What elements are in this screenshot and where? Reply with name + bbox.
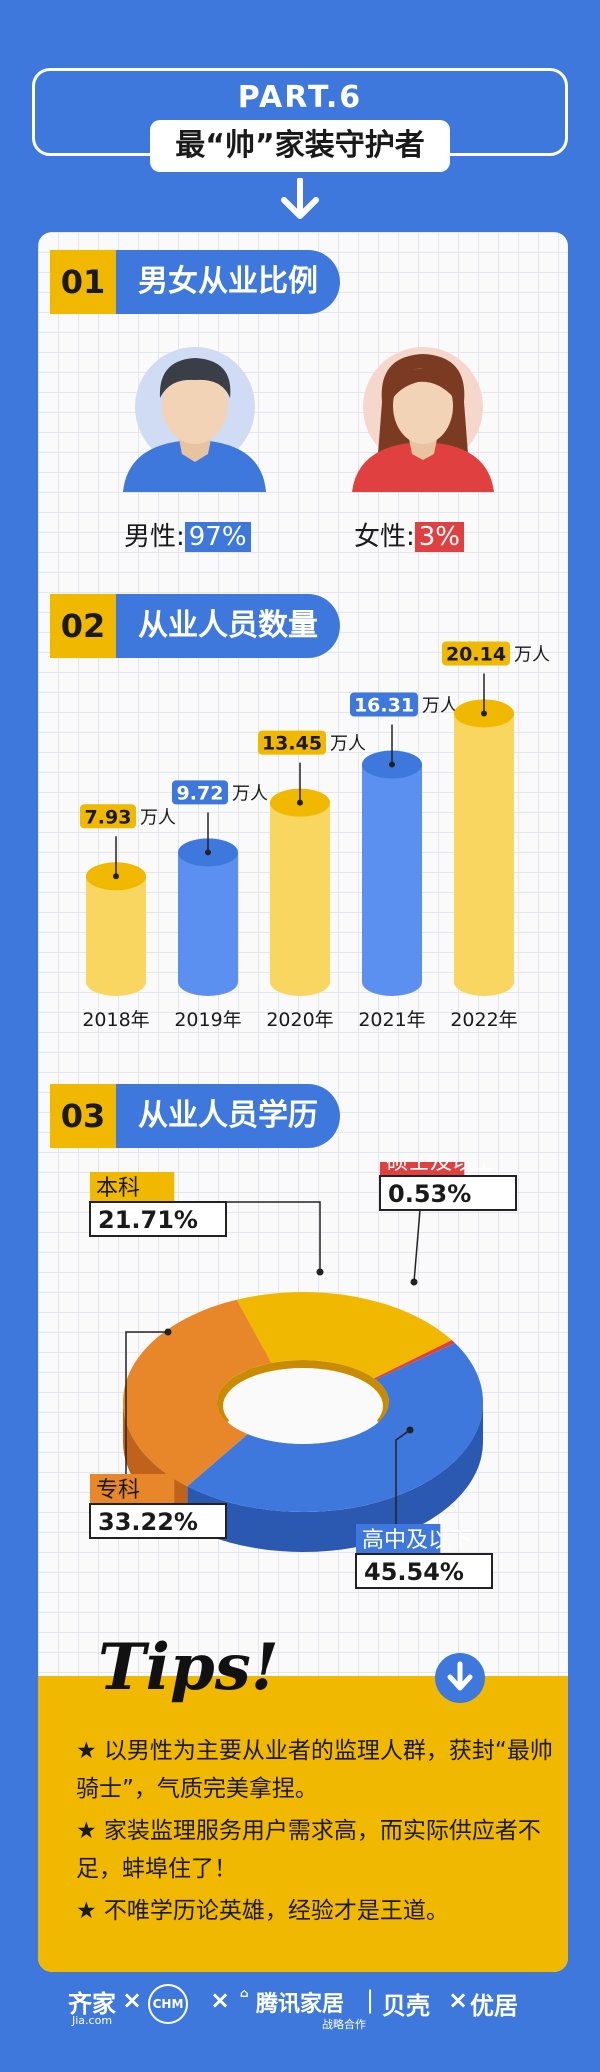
- value-label: 16.31: [354, 695, 414, 717]
- tip-item: ★ 家装监理服务用户需求高，而实际供应者不足，蚌埠住了！: [76, 1818, 541, 1882]
- brand-chm-logo: CHM: [148, 1984, 188, 2024]
- callout-line: [226, 1201, 321, 1272]
- section-title: 从业人员学历: [116, 1084, 340, 1148]
- slice-label: 本科: [96, 1176, 140, 1201]
- bar: [270, 802, 330, 996]
- donut-slice: [236, 1292, 452, 1379]
- male-label: 男性:: [124, 522, 185, 552]
- divider: |: [366, 1986, 375, 2014]
- separator: ×: [448, 1986, 469, 2014]
- donut-slice: [374, 1340, 456, 1380]
- callout-line: [125, 1331, 168, 1474]
- strategic-label: 战略合作: [322, 2018, 366, 2031]
- male-avatar-icon: [123, 347, 266, 492]
- value-label: 20.14: [446, 643, 506, 665]
- brand-qijia-sub: Jia.com: [72, 2014, 113, 2027]
- bar: [178, 852, 238, 996]
- callout-line: [413, 1209, 421, 1283]
- separator: ×: [122, 1986, 143, 2014]
- donut-slice: [187, 1343, 483, 1512]
- label-name-bg: [380, 1162, 465, 1176]
- slice-value: 0.53%: [388, 1180, 471, 1208]
- female-avatar-icon: [352, 347, 494, 492]
- leader-dot: [389, 761, 395, 768]
- label-value-box: [89, 1503, 227, 1539]
- label-name-bg: [90, 1172, 175, 1202]
- label-name-bg: [356, 1524, 441, 1554]
- donut-hole: [223, 1368, 383, 1444]
- section-title: 男女从业比例: [116, 250, 340, 314]
- tip-item: ★ 以男性为主要从业者的监理人群，获封“最帅骑士”，气质完美拿捏。: [76, 1738, 553, 1802]
- year-label: 2018年: [82, 1009, 149, 1031]
- male-percent: 97%: [184, 522, 251, 552]
- page-title: 最“帅”家装守护者: [150, 120, 450, 172]
- bar: [454, 713, 514, 996]
- arrow-down-icon: [281, 178, 319, 219]
- label-value-box: [89, 1201, 227, 1237]
- tips-panel: [38, 1676, 568, 1972]
- tip-item: ★ 不唯学历论英雄，经验才是王道。: [76, 1898, 449, 1924]
- separator: ×: [210, 1986, 231, 2014]
- callout-dot: [316, 1268, 324, 1276]
- brand-beike-logo: 贝壳: [382, 1992, 430, 2020]
- content-card: 01 男女从业比例 男性: 97% 女性: 3% 02 从业人员数量 7.93 万人 2…: [38, 232, 568, 1972]
- value-label: 9.72: [177, 782, 224, 804]
- brand-youju-logo: 优居: [470, 1992, 518, 2020]
- callout-dot: [410, 1278, 418, 1286]
- leader-dot: [113, 873, 119, 880]
- unit-label: 万人: [232, 783, 268, 804]
- tips-title: Tips!: [98, 1630, 279, 1705]
- slice-value: 33.22%: [98, 1508, 198, 1536]
- value-label: 7.93: [85, 806, 132, 828]
- slice-value: 21.71%: [98, 1206, 198, 1234]
- slice-label: 专科: [96, 1478, 140, 1503]
- bar: [86, 876, 146, 996]
- value-label-bg: [80, 804, 136, 829]
- download-circle-icon: [435, 1653, 485, 1703]
- partner-logos: 齐家 Jia.com × CHM × ⌂ 腾讯家居 战略合作 | 贝壳 × 优居: [0, 1982, 600, 2042]
- leader-dot: [297, 799, 303, 806]
- label-value-box: [379, 1175, 517, 1211]
- slice-value: 45.54%: [364, 1558, 464, 1586]
- section-title: 从业人员数量: [116, 594, 340, 658]
- callout-dot: [164, 1328, 172, 1336]
- callout-line: [395, 1429, 411, 1524]
- value-label-bg: [258, 730, 326, 755]
- female-ratio: 女性: 3%: [354, 516, 465, 553]
- slice-label: 高中及以下: [362, 1528, 472, 1553]
- year-label: 2021年: [358, 1009, 425, 1031]
- donut-slice: [123, 1299, 272, 1487]
- value-label-bg: [442, 641, 510, 666]
- house-icon: ⌂: [240, 1986, 249, 2000]
- label-value-box: [355, 1553, 493, 1589]
- female-label: 女性:: [354, 522, 415, 552]
- education-donut-chart: 本科 21.71% 硕士及以上 0.53% 高中及以下 45.54% 专科 33.22%: [89, 1162, 517, 1589]
- value-label-bg: [350, 692, 418, 717]
- unit-label: 万人: [514, 644, 550, 665]
- section-number: 03: [50, 1084, 116, 1148]
- callout-dot: [406, 1426, 414, 1434]
- value-label-bg: [172, 780, 228, 805]
- year-label: 2022年: [450, 1009, 517, 1031]
- unit-label: 万人: [330, 734, 366, 755]
- unit-label: 万人: [140, 807, 176, 828]
- leader-dot: [205, 849, 211, 856]
- female-percent: 3%: [414, 522, 465, 552]
- section-number: 01: [50, 250, 116, 314]
- brand-qijia-logo: 齐家: [68, 1990, 116, 2018]
- bar: [362, 764, 422, 996]
- donut-wall: [187, 1402, 483, 1552]
- part-label: PART.6: [237, 80, 363, 115]
- brand-tencent-logo: 腾讯家居: [256, 1992, 345, 2017]
- value-label: 13.45: [262, 733, 322, 755]
- male-ratio: 男性: 97%: [124, 516, 251, 553]
- slice-label: 硕士及以上: [386, 1162, 496, 1175]
- unit-label: 万人: [422, 696, 458, 717]
- leader-dot: [481, 710, 487, 717]
- label-name-bg: [90, 1474, 175, 1504]
- year-label: 2020年: [266, 1009, 333, 1031]
- year-label: 2019年: [174, 1009, 241, 1031]
- section-number: 02: [50, 594, 116, 658]
